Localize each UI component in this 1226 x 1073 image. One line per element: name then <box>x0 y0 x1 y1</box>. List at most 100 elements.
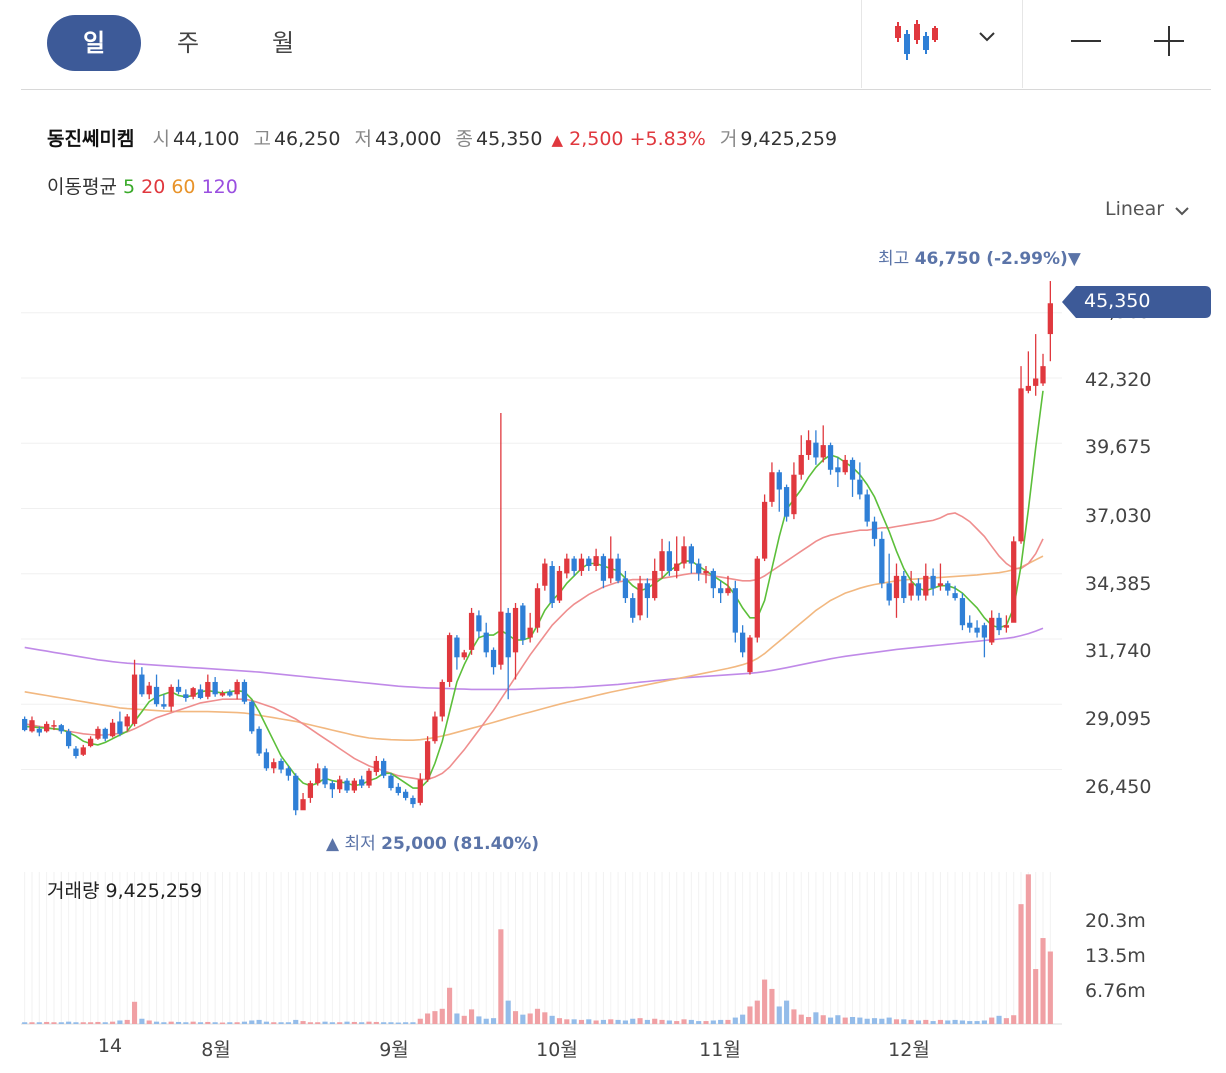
volume-bar <box>556 1018 563 1024</box>
candle-body <box>593 556 599 567</box>
candle-body <box>109 722 116 737</box>
down-triangle-icon: ▼ <box>1067 249 1081 269</box>
volume-bar <box>234 1022 240 1024</box>
y-tick-label: 37,030 <box>1085 505 1152 527</box>
volume-bar <box>447 987 453 1024</box>
candle-body <box>131 674 138 724</box>
volume-bar <box>674 1021 680 1024</box>
volume-bar <box>337 1022 343 1024</box>
candle-body <box>190 688 196 697</box>
volume-bar <box>769 988 775 1024</box>
candle-body <box>461 652 467 658</box>
volume-bar <box>139 1018 145 1024</box>
volume-bar <box>359 1022 365 1024</box>
candle-body <box>864 494 870 522</box>
volume-bar <box>827 1017 834 1024</box>
moving-average-legend[interactable]: 이동평균 5 20 60 120 <box>47 172 238 199</box>
x-tick-label: 8월 <box>201 1039 231 1061</box>
candle-body <box>146 685 152 695</box>
volume-bar <box>153 1021 160 1024</box>
candle-body <box>315 768 321 784</box>
volume-bar <box>315 1022 321 1024</box>
tab-weekly[interactable]: 주 <box>176 29 200 57</box>
candle-body <box>776 472 782 490</box>
candlestick-icon[interactable] <box>893 20 943 64</box>
volume-bar <box>644 1019 650 1024</box>
volume-bar <box>403 1022 409 1024</box>
candle-body <box>959 598 966 626</box>
candle-body <box>564 558 570 574</box>
volume-bar <box>842 1017 848 1024</box>
candle-body <box>761 501 768 559</box>
candle-body <box>498 611 504 665</box>
candle-body <box>659 551 665 571</box>
volume-bar <box>366 1021 372 1024</box>
volume-bar <box>505 1000 511 1024</box>
candle-body <box>102 728 108 739</box>
candle-body <box>710 570 716 589</box>
volume-bar <box>798 1014 804 1024</box>
volume-bar <box>439 1008 445 1024</box>
volume-bar <box>322 1021 328 1024</box>
candle-body <box>681 546 687 564</box>
chevron-down-icon[interactable] <box>976 28 998 44</box>
volume-bar <box>29 1022 35 1024</box>
candle-body <box>44 723 50 732</box>
candle-body <box>739 632 746 653</box>
volume-bar <box>791 1009 797 1024</box>
volume-bar <box>630 1018 636 1024</box>
candle-body <box>989 617 995 643</box>
volume-bar <box>58 1022 64 1024</box>
ma-20-label: 20 <box>141 176 166 198</box>
volume-bar <box>542 1012 548 1024</box>
volume-bar <box>249 1020 255 1024</box>
candle-body <box>476 615 482 632</box>
plus-icon[interactable] <box>1152 24 1186 58</box>
volume-bar <box>578 1019 585 1024</box>
candle-body <box>139 674 145 695</box>
candle-body <box>952 593 958 599</box>
volume-bar <box>102 1022 108 1024</box>
close-value: 45,350 <box>475 128 543 150</box>
candle-body <box>417 779 423 803</box>
volume-bar <box>1040 938 1046 1024</box>
candle-body <box>813 442 819 458</box>
volume-bar <box>388 1022 394 1024</box>
volume-bar <box>124 1019 130 1024</box>
candle-body <box>520 605 526 641</box>
candle-body <box>1011 541 1017 623</box>
scale-dropdown[interactable]: Linear <box>1105 198 1189 220</box>
high-annotation-value: 46,750 (-2.99%) <box>914 249 1068 269</box>
volume-bar <box>307 1022 313 1024</box>
candle-body <box>80 747 86 755</box>
candle-body <box>527 627 533 638</box>
top-toolbar: 일 주 월 <box>0 0 1226 90</box>
candle-body <box>1033 378 1039 386</box>
tab-monthly[interactable]: 월 <box>271 29 295 57</box>
volume-bar <box>168 1021 174 1024</box>
volume-bar <box>110 1021 116 1024</box>
candle-body <box>556 570 563 601</box>
volume-bar <box>732 1017 738 1024</box>
candle-body <box>981 625 988 638</box>
candle-body <box>1040 366 1046 384</box>
volume-bar <box>88 1022 94 1024</box>
volume-bar <box>498 929 504 1024</box>
candle-body <box>29 720 35 732</box>
candle-body <box>351 780 357 791</box>
volume-bar <box>1047 951 1053 1024</box>
high-annotation: 최고 46,750 (-2.99%)▼ <box>878 244 1081 269</box>
current-price-tag: 45,350 <box>1062 286 1211 318</box>
candle-body <box>805 440 812 455</box>
volume-bar <box>1033 969 1039 1024</box>
minus-icon[interactable] <box>1069 24 1103 58</box>
volume-bar <box>278 1022 284 1024</box>
volume-bar <box>256 1019 262 1024</box>
volume-bar <box>227 1022 233 1024</box>
volume-bar <box>410 1022 416 1024</box>
candle-body <box>161 704 167 707</box>
tab-daily[interactable]: 일 <box>47 15 141 71</box>
volume-bar <box>80 1022 86 1024</box>
candle-body <box>446 635 453 682</box>
